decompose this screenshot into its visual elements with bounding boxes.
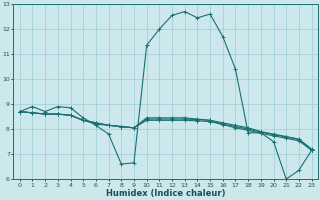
X-axis label: Humidex (Indice chaleur): Humidex (Indice chaleur) [106,189,225,198]
